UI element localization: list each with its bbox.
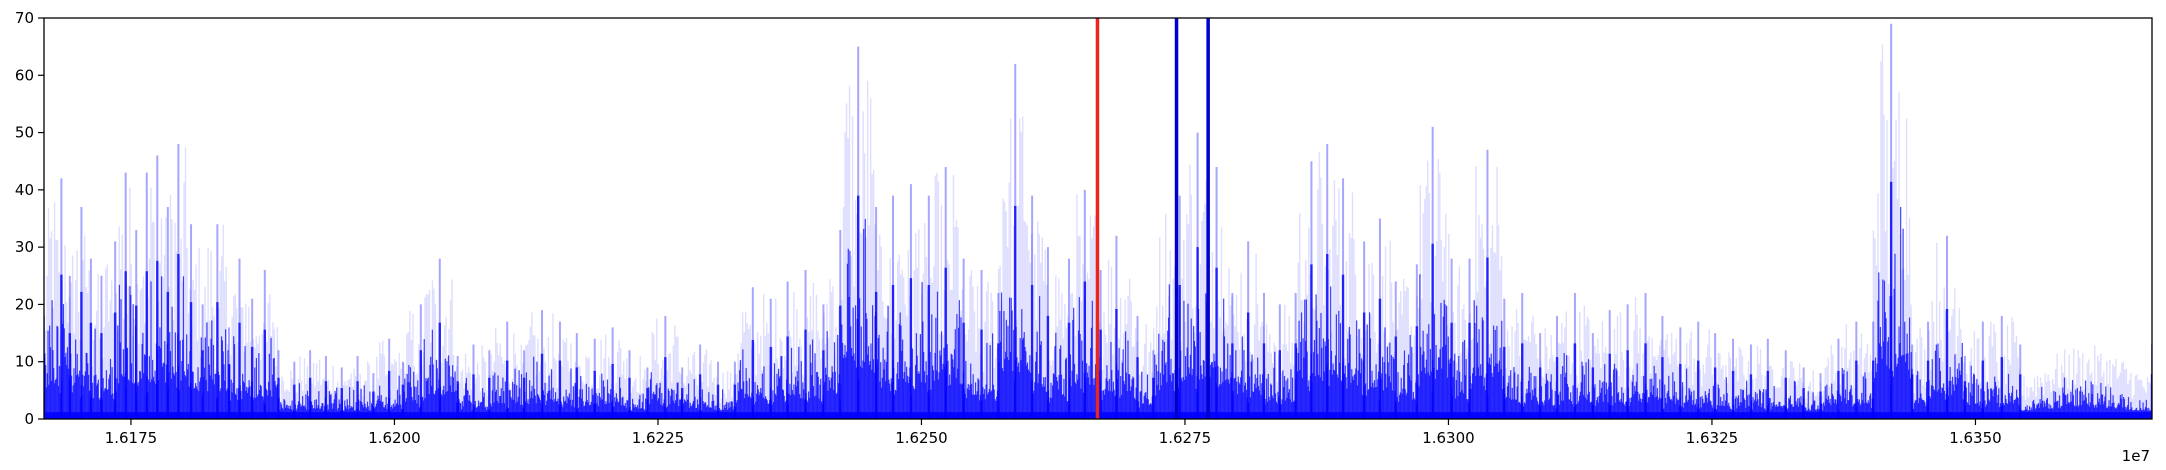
vertical-markers — [1095, 18, 1210, 419]
y-tick-label: 20 — [15, 295, 34, 313]
y-tick-label: 50 — [15, 124, 34, 142]
x-axis-ticks: 1.6175 1.6200 1.6225 1.6250 1.6275 1.6300 1.63… — [105, 419, 2002, 447]
series-envelope-layer — [44, 23, 2152, 419]
y-tick-label: 70 — [15, 9, 34, 27]
y-tick-label: 10 — [15, 353, 34, 371]
x-tick-label: 1.6225 — [632, 429, 685, 447]
x-tick-label: 1.6200 — [368, 429, 421, 447]
y-tick-label: 30 — [15, 238, 34, 256]
x-tick-label: 1.6300 — [1422, 429, 1475, 447]
y-axis-ticks: 0 10 20 30 40 50 60 70 — [15, 9, 44, 428]
x-tick-label: 1.6325 — [1686, 429, 1739, 447]
plot-frame — [43, 17, 2153, 420]
y-tick-label: 0 — [24, 410, 34, 428]
y-tick-label: 40 — [15, 181, 34, 199]
x-tick-label: 1.6250 — [895, 429, 948, 447]
x-offset-label: 1e7 — [2122, 447, 2150, 465]
x-tick-label: 1.6350 — [1949, 429, 2002, 447]
y-tick-label: 60 — [15, 66, 34, 84]
x-tick-label: 1.6275 — [1159, 429, 1212, 447]
x-tick-label: 1.6175 — [105, 429, 158, 447]
